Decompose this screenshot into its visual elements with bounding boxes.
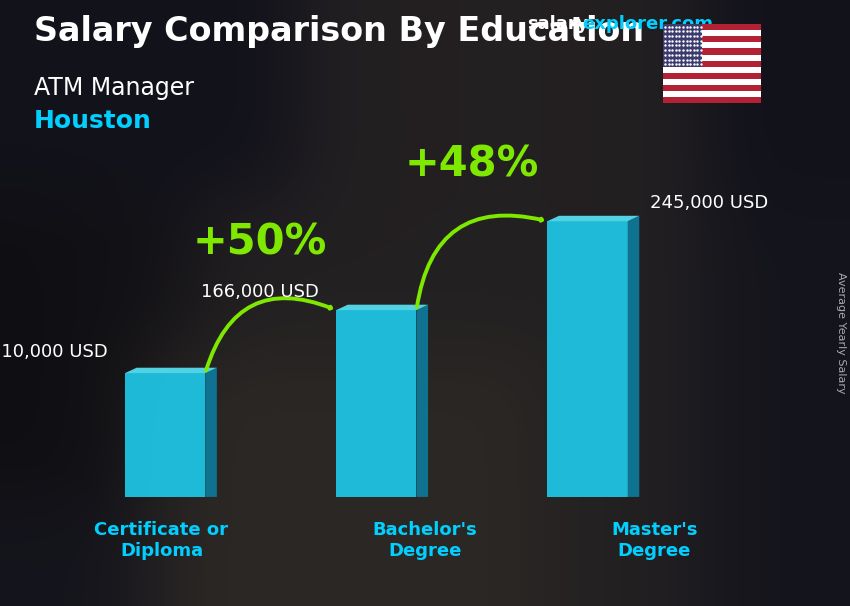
Text: Average Yearly Salary: Average Yearly Salary <box>836 273 846 394</box>
Text: salary: salary <box>527 15 588 33</box>
Bar <box>663 79 761 85</box>
Text: 245,000 USD: 245,000 USD <box>650 194 768 211</box>
Text: +50%: +50% <box>193 222 327 264</box>
Polygon shape <box>416 305 428 497</box>
Bar <box>663 61 761 67</box>
Text: Bachelor's
Degree: Bachelor's Degree <box>372 521 478 560</box>
Text: Master's
Degree: Master's Degree <box>611 521 698 560</box>
Bar <box>663 55 761 61</box>
FancyArrowPatch shape <box>416 216 542 307</box>
Bar <box>663 67 761 73</box>
Polygon shape <box>337 305 428 310</box>
Text: explorer.com: explorer.com <box>582 15 713 33</box>
Polygon shape <box>205 368 217 497</box>
FancyArrowPatch shape <box>206 298 331 370</box>
Text: 110,000 USD: 110,000 USD <box>0 342 108 361</box>
Text: Salary Comparison By Education: Salary Comparison By Education <box>34 15 644 48</box>
Bar <box>663 73 761 79</box>
Bar <box>663 24 702 67</box>
Text: 166,000 USD: 166,000 USD <box>201 282 320 301</box>
Bar <box>663 30 761 36</box>
Text: Certificate or
Diploma: Certificate or Diploma <box>94 521 229 560</box>
Text: +48%: +48% <box>405 144 539 186</box>
Text: ATM Manager: ATM Manager <box>34 76 194 100</box>
Polygon shape <box>125 368 217 373</box>
Bar <box>663 91 761 97</box>
Polygon shape <box>627 216 639 497</box>
Polygon shape <box>125 373 205 497</box>
Text: Houston: Houston <box>34 109 152 133</box>
Bar <box>663 36 761 42</box>
Polygon shape <box>547 216 639 221</box>
Bar <box>663 48 761 55</box>
Bar <box>663 85 761 91</box>
Bar <box>663 42 761 48</box>
Polygon shape <box>547 221 627 497</box>
Bar <box>663 24 761 30</box>
Polygon shape <box>337 310 416 497</box>
Bar <box>663 97 761 103</box>
